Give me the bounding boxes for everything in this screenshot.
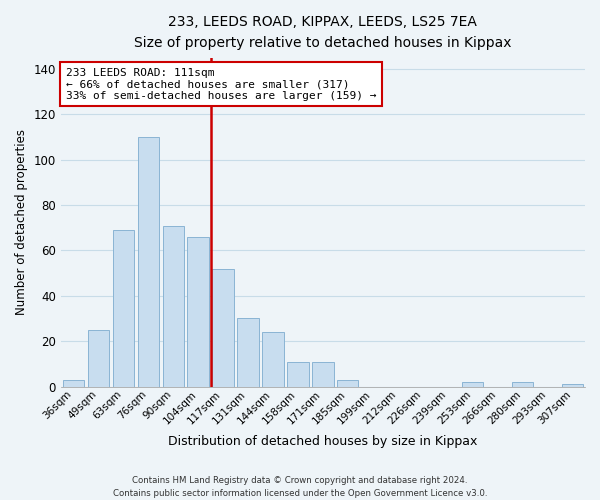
Bar	[137, 137, 159, 386]
Bar	[287, 362, 308, 386]
Text: Contains HM Land Registry data © Crown copyright and database right 2024.
Contai: Contains HM Land Registry data © Crown c…	[113, 476, 487, 498]
Bar	[262, 332, 284, 386]
Bar	[88, 330, 109, 386]
Bar	[238, 318, 259, 386]
Bar	[212, 268, 233, 386]
X-axis label: Distribution of detached houses by size in Kippax: Distribution of detached houses by size …	[168, 434, 478, 448]
Bar	[512, 382, 533, 386]
Bar	[187, 237, 209, 386]
Bar	[163, 226, 184, 386]
Y-axis label: Number of detached properties: Number of detached properties	[15, 129, 28, 315]
Title: 233, LEEDS ROAD, KIPPAX, LEEDS, LS25 7EA
Size of property relative to detached h: 233, LEEDS ROAD, KIPPAX, LEEDS, LS25 7EA…	[134, 15, 512, 50]
Bar	[62, 380, 84, 386]
Bar	[312, 362, 334, 386]
Text: 233 LEEDS ROAD: 111sqm
← 66% of detached houses are smaller (317)
33% of semi-de: 233 LEEDS ROAD: 111sqm ← 66% of detached…	[66, 68, 377, 101]
Bar	[113, 230, 134, 386]
Bar	[462, 382, 483, 386]
Bar	[562, 384, 583, 386]
Bar	[337, 380, 358, 386]
